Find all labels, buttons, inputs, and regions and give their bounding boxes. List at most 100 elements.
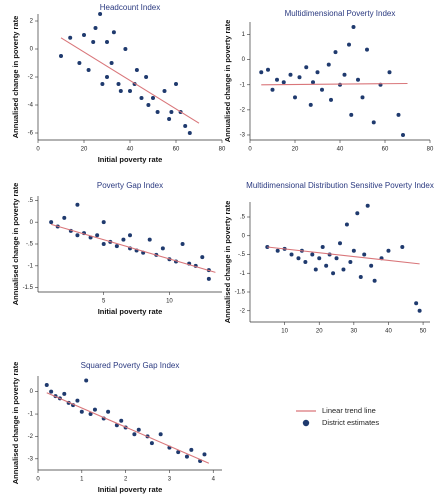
x-tick-label: 40 bbox=[337, 147, 344, 153]
data-point bbox=[93, 26, 98, 30]
data-point bbox=[344, 222, 349, 227]
data-point bbox=[360, 95, 365, 100]
data-point bbox=[310, 252, 315, 257]
data-point bbox=[317, 256, 322, 261]
data-point bbox=[351, 248, 356, 253]
x-tick-label: 0 bbox=[248, 147, 252, 153]
data-point bbox=[128, 89, 132, 93]
data-point bbox=[62, 391, 67, 396]
data-point bbox=[308, 102, 313, 107]
y-tick-label: -6 bbox=[28, 131, 34, 137]
chart-title: Headcount Index bbox=[100, 3, 161, 12]
data-point bbox=[75, 202, 80, 207]
data-point bbox=[311, 80, 315, 85]
x-tick-label: 20 bbox=[81, 147, 88, 153]
data-point bbox=[259, 70, 264, 75]
x-tick-label: 10 bbox=[166, 299, 173, 305]
y-tick-label: -3 bbox=[28, 456, 34, 462]
data-point bbox=[338, 241, 342, 246]
y-tick-label: 0 bbox=[30, 47, 34, 53]
data-point bbox=[146, 103, 151, 107]
data-point bbox=[121, 237, 126, 242]
data-point bbox=[147, 237, 152, 242]
legend-label: District estimates bbox=[322, 418, 379, 427]
trend-line bbox=[46, 392, 210, 464]
data-point bbox=[77, 61, 82, 65]
data-point bbox=[320, 245, 325, 249]
data-point bbox=[349, 112, 354, 117]
y-axis-label: Annualised change in poverty rate bbox=[11, 362, 20, 485]
x-tick-label: 3 bbox=[168, 477, 172, 483]
x-tick-label: 1 bbox=[80, 477, 84, 483]
data-point bbox=[101, 242, 106, 246]
x-tick-label: 2 bbox=[124, 477, 128, 483]
data-point bbox=[202, 452, 207, 457]
data-point bbox=[329, 97, 333, 102]
x-tick-label: 4 bbox=[212, 477, 216, 483]
data-point bbox=[169, 110, 174, 114]
data-point bbox=[128, 233, 132, 238]
data-point bbox=[365, 203, 370, 208]
x-tick-label: 80 bbox=[219, 147, 226, 153]
data-point bbox=[351, 25, 356, 30]
data-point bbox=[49, 220, 54, 225]
data-point bbox=[116, 82, 121, 86]
y-tick-label: -.5 bbox=[238, 252, 246, 258]
data-point bbox=[275, 77, 279, 82]
data-point bbox=[109, 61, 114, 65]
data-point bbox=[167, 117, 172, 121]
y-tick-label: -2 bbox=[28, 434, 34, 440]
y-tick-label: -1.5 bbox=[235, 290, 246, 296]
data-point bbox=[270, 87, 275, 92]
y-tick-label: 0 bbox=[242, 233, 246, 239]
data-point bbox=[105, 40, 109, 44]
x-tick-label: 50 bbox=[420, 329, 427, 335]
data-point bbox=[176, 450, 181, 455]
y-tick-label: 0 bbox=[30, 220, 34, 226]
data-point bbox=[59, 54, 63, 58]
data-point bbox=[98, 12, 103, 16]
legend-label: Linear trend line bbox=[322, 406, 376, 415]
data-point bbox=[68, 35, 73, 40]
trend-line bbox=[50, 223, 216, 273]
x-tick-label: 0 bbox=[36, 477, 40, 483]
data-point bbox=[151, 96, 155, 100]
data-point bbox=[101, 220, 106, 225]
data-point bbox=[355, 211, 360, 216]
chart-title: Multidimensional Distribution Sensitive … bbox=[246, 181, 434, 190]
x-tick-label: 40 bbox=[127, 147, 134, 153]
data-point bbox=[275, 248, 280, 253]
trend-line bbox=[60, 37, 200, 124]
trend-line bbox=[261, 82, 408, 86]
data-point bbox=[49, 389, 54, 394]
x-axis-label: Initial poverty rate bbox=[98, 155, 163, 164]
y-tick-label: -1 bbox=[28, 263, 34, 269]
data-point bbox=[174, 82, 178, 86]
y-tick-label: -2 bbox=[28, 75, 34, 81]
data-point bbox=[358, 275, 363, 279]
data-point bbox=[132, 432, 137, 437]
data-point bbox=[296, 256, 301, 261]
data-point bbox=[111, 30, 116, 35]
data-point bbox=[365, 47, 369, 52]
y-tick-label: 0 bbox=[242, 57, 246, 63]
data-point bbox=[180, 242, 185, 246]
data-point bbox=[75, 233, 80, 238]
x-tick-label: 30 bbox=[351, 329, 358, 335]
data-point bbox=[266, 67, 270, 72]
data-point bbox=[289, 252, 294, 257]
x-tick-label: 10 bbox=[281, 329, 288, 335]
y-tick-label: -1 bbox=[240, 82, 246, 88]
data-point bbox=[414, 301, 419, 306]
data-point bbox=[114, 244, 119, 249]
y-axis-label: Annualised change in poverty rate bbox=[223, 20, 232, 143]
data-point bbox=[313, 267, 318, 272]
data-point bbox=[356, 77, 360, 82]
data-point bbox=[44, 382, 49, 387]
data-point bbox=[400, 245, 405, 249]
x-tick-label: 80 bbox=[427, 147, 434, 153]
legend-point-swatch bbox=[302, 419, 310, 427]
x-tick-label: 5 bbox=[102, 299, 106, 305]
data-point bbox=[293, 95, 297, 100]
x-tick-label: 60 bbox=[382, 147, 389, 153]
